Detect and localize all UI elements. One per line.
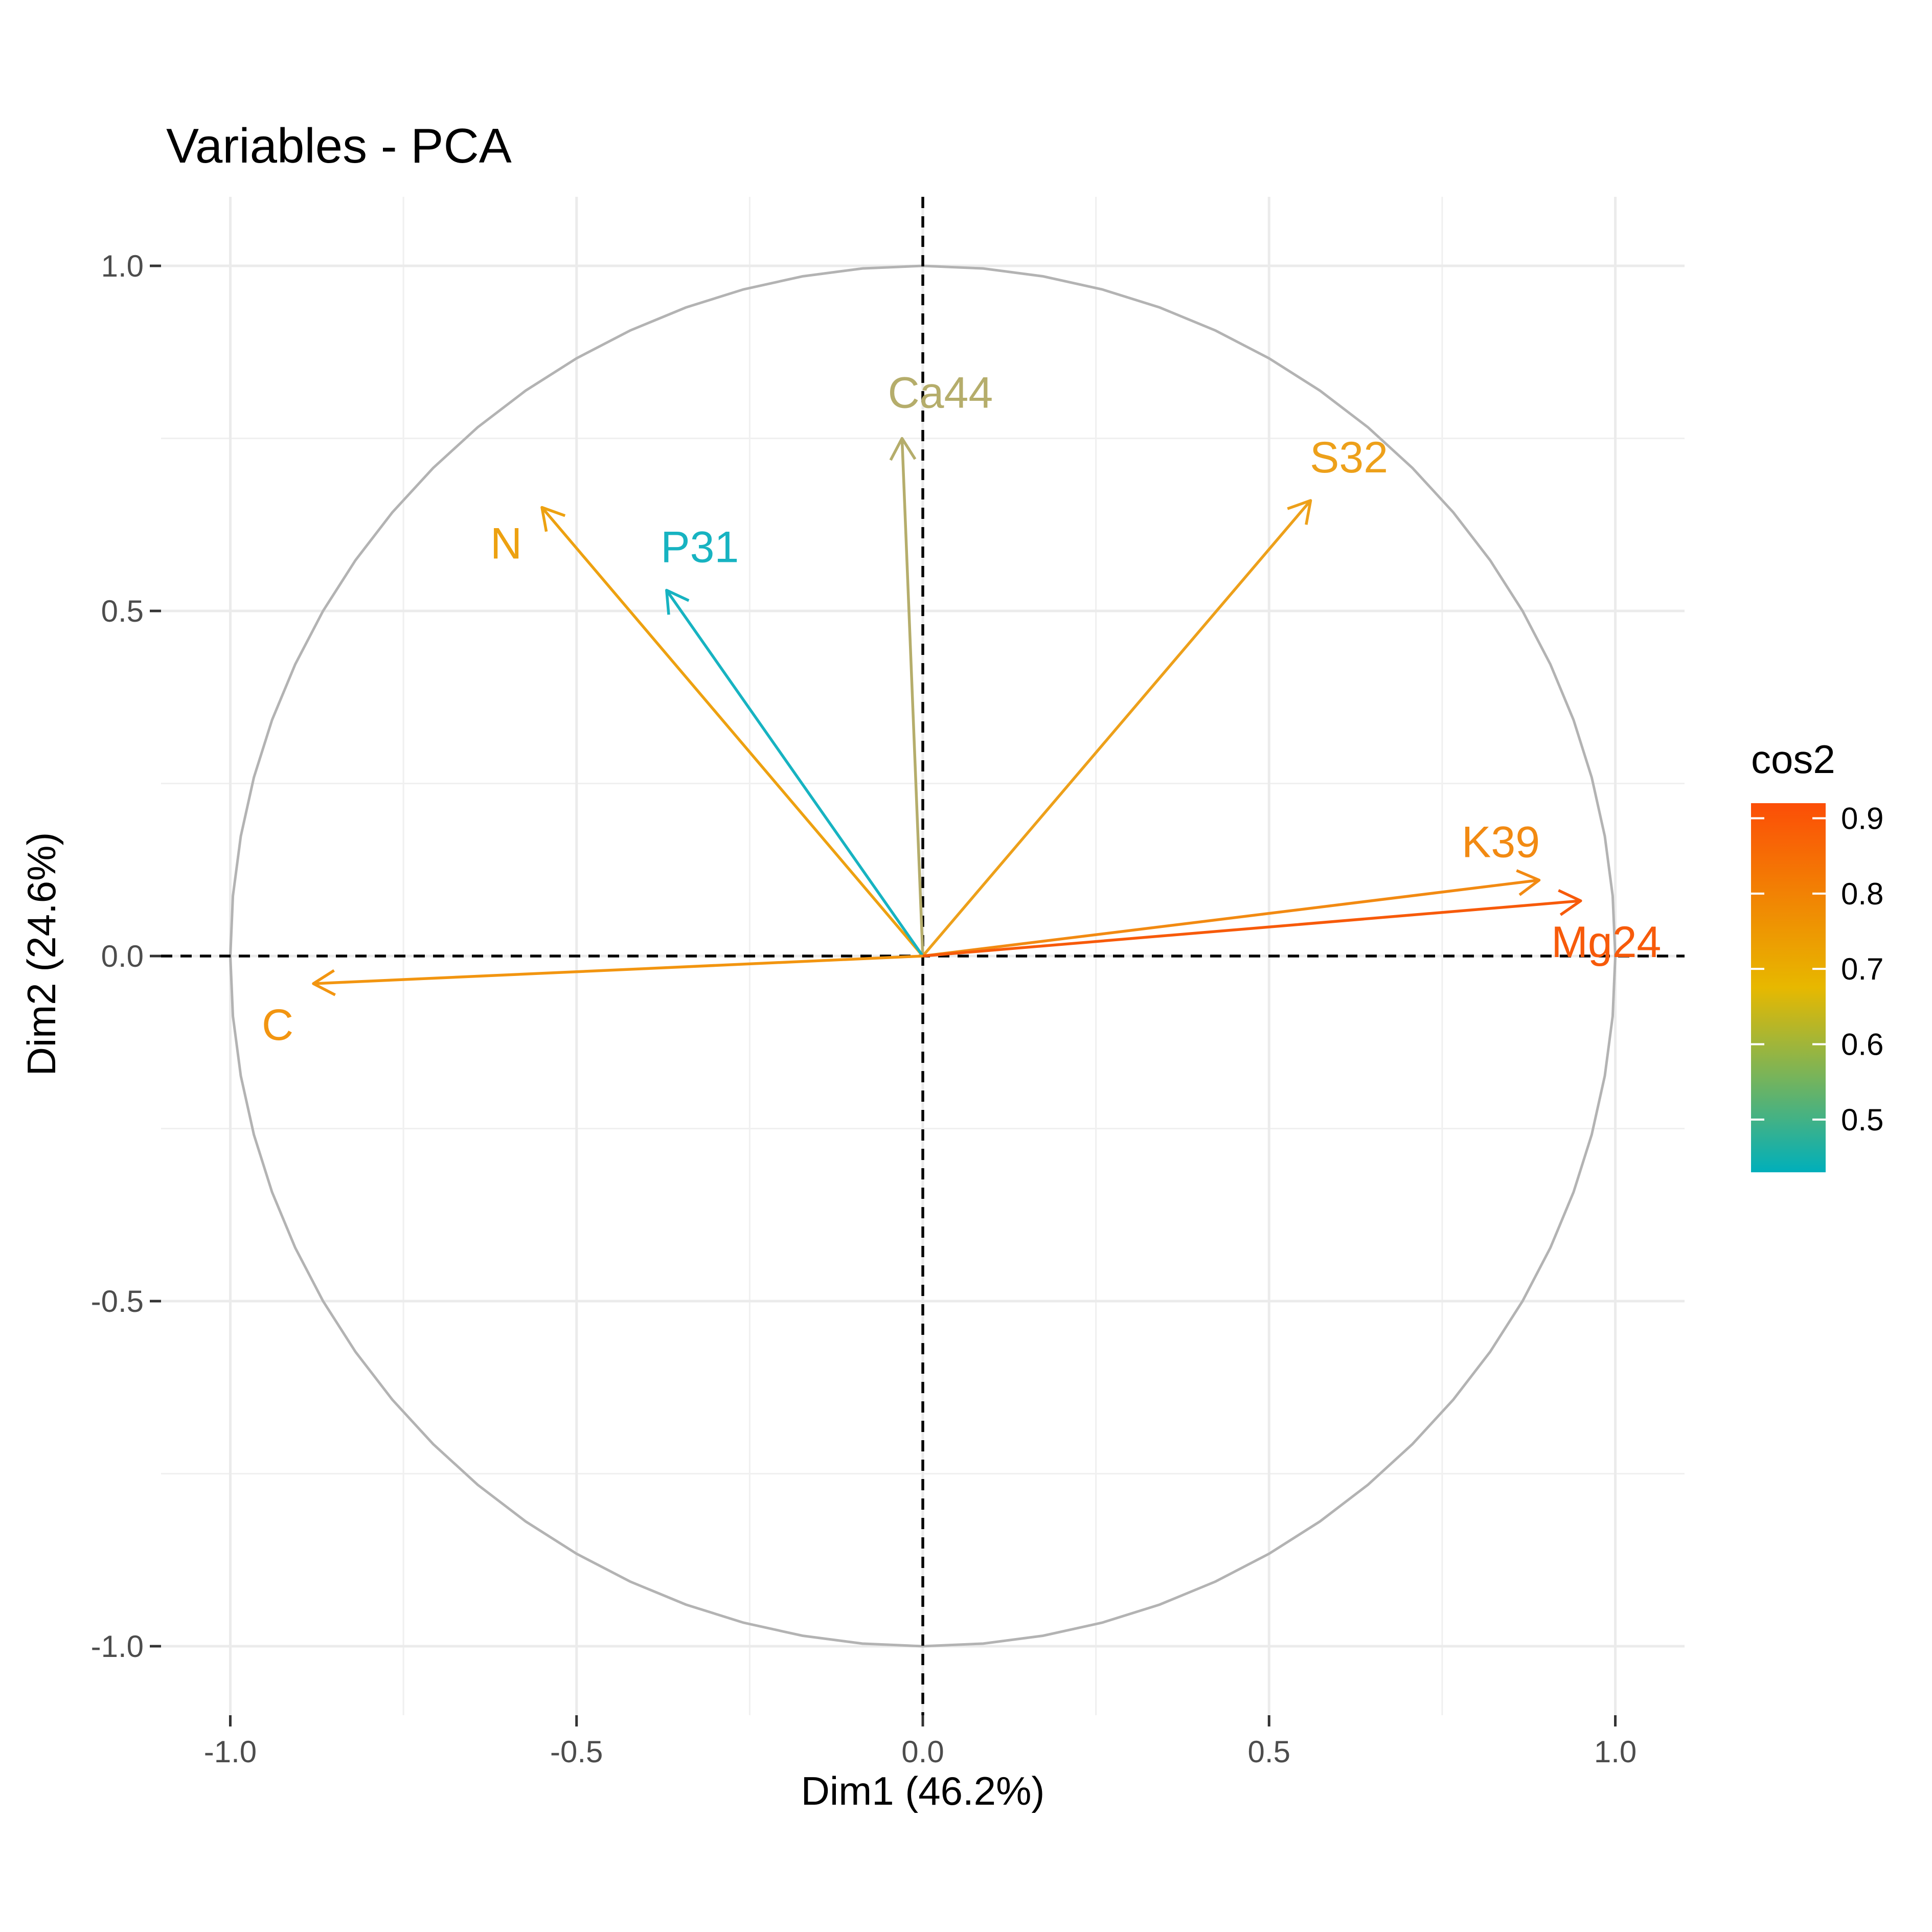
legend-tick-label: 0.6 <box>1841 1028 1883 1062</box>
label-mg24: Mg24 <box>1551 918 1661 967</box>
arrowhead-k39 <box>1516 869 1541 896</box>
y-axis-title: Dim2 (24.6%) <box>19 832 64 1076</box>
y-axis-ticks: -1.0 -0.5 0.0 0.5 1.0 <box>91 249 161 1664</box>
y-tick-label: 0.5 <box>101 594 144 628</box>
label-n: N <box>490 519 522 569</box>
arrowhead-ca44 <box>889 437 917 461</box>
arrowhead-n <box>540 506 566 532</box>
label-c: C <box>262 1001 293 1050</box>
arrow-p31 <box>665 589 924 957</box>
arrowhead-p31 <box>665 588 690 615</box>
arrow-s32 <box>921 499 1312 957</box>
y-tick-label: -0.5 <box>91 1284 144 1319</box>
arrow-ca44 <box>900 438 924 957</box>
label-k39: K39 <box>1462 818 1540 867</box>
x-tick-label: 0.5 <box>1248 1735 1290 1769</box>
legend-ticks: 0.5 0.6 0.7 0.8 0.9 <box>1751 801 1883 1137</box>
cos2-legend: cos2 0.5 0.6 0.7 0.8 0.9 <box>1751 737 1883 1172</box>
legend-tick-label: 0.5 <box>1841 1103 1883 1137</box>
legend-tick-label: 0.7 <box>1841 952 1883 986</box>
label-s32: S32 <box>1310 433 1388 482</box>
variable-arrows <box>312 437 1582 996</box>
x-tick-label: -0.5 <box>550 1735 603 1769</box>
arrowhead-mg24 <box>1558 889 1582 916</box>
x-tick-label: 0.0 <box>901 1735 944 1769</box>
y-tick-label: -1.0 <box>91 1629 144 1664</box>
legend-tick-label: 0.8 <box>1841 877 1883 911</box>
legend-tick-label: 0.9 <box>1841 801 1883 835</box>
x-axis-title: Dim1 (46.2%) <box>801 1768 1045 1813</box>
legend-title: cos2 <box>1751 737 1835 782</box>
arrowhead-s32 <box>1287 499 1312 525</box>
y-tick-label: 1.0 <box>101 249 144 283</box>
legend-color-bar <box>1751 803 1826 1172</box>
arrow-n <box>540 506 924 957</box>
x-axis-ticks: -1.0 -0.5 0.0 0.5 1.0 <box>204 1715 1636 1769</box>
y-tick-label: 0.0 <box>101 939 144 973</box>
label-ca44: Ca44 <box>888 369 993 418</box>
arrow-mg24 <box>922 899 1581 958</box>
chart-title: Variables - PCA <box>166 119 512 173</box>
x-tick-label: 1.0 <box>1594 1735 1636 1769</box>
x-tick-label: -1.0 <box>204 1735 257 1769</box>
arrowhead-c <box>312 969 336 996</box>
arrow-c <box>313 954 923 985</box>
arrow-k39 <box>922 878 1539 958</box>
label-p31: P31 <box>661 523 739 572</box>
variable-labels: Ca44 S32 N P31 K39 Mg24 C <box>262 369 1661 1050</box>
